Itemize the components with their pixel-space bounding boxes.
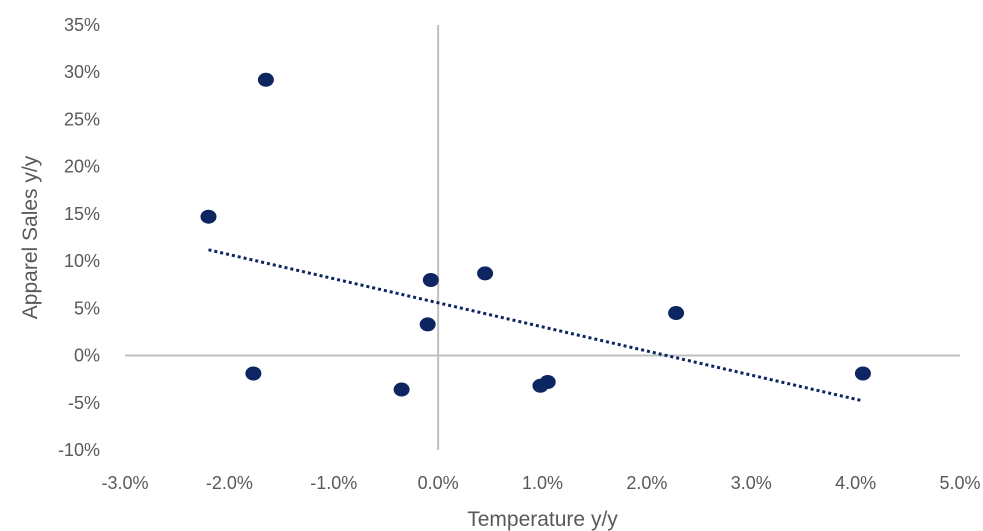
x-tick-label: 5.0% (939, 473, 980, 493)
data-point (668, 306, 685, 321)
y-tick-label: 15% (64, 204, 100, 224)
y-tick-label: -5% (68, 393, 100, 413)
zero-lines (125, 25, 960, 450)
y-tick-label: 25% (64, 109, 100, 129)
y-tick-label: 10% (64, 251, 100, 271)
x-tick-label: 3.0% (731, 473, 772, 493)
data-point (854, 366, 871, 381)
x-tick-label: -3.0% (101, 473, 148, 493)
y-tick-label: 0% (74, 346, 100, 366)
data-point (200, 209, 217, 224)
x-tick-label: -1.0% (310, 473, 357, 493)
x-tick-label: 0.0% (418, 473, 459, 493)
x-tick-label: 2.0% (626, 473, 667, 493)
y-tick-label: 5% (74, 298, 100, 318)
y-axis-title: Apparel Sales y/y (19, 155, 42, 319)
data-point (393, 382, 410, 397)
x-tick-label: 1.0% (522, 473, 563, 493)
y-tick-label: 20% (64, 157, 100, 177)
data-point (245, 366, 262, 381)
x-tick-label: -2.0% (206, 473, 253, 493)
y-axis-tick-labels: -10% -5% 0% 5% 10% 15% 20% 25% 30% 35% (58, 15, 100, 460)
data-point (419, 317, 436, 332)
data-point (539, 375, 556, 389)
trendline (208, 248, 864, 403)
data-point (257, 72, 274, 87)
data-points (200, 72, 871, 397)
y-tick-label: 30% (64, 62, 100, 82)
data-point (422, 273, 439, 287)
y-tick-label: 35% (64, 15, 100, 35)
x-axis-title: Temperature y/y (467, 508, 618, 531)
x-axis-tick-labels: -3.0% -2.0% -1.0% 0.0% 1.0% 2.0% 3.0% 4.0% 5.0% (101, 473, 980, 493)
y-tick-label: -10% (58, 440, 100, 460)
x-tick-label: 4.0% (835, 473, 876, 493)
data-point (477, 266, 494, 281)
